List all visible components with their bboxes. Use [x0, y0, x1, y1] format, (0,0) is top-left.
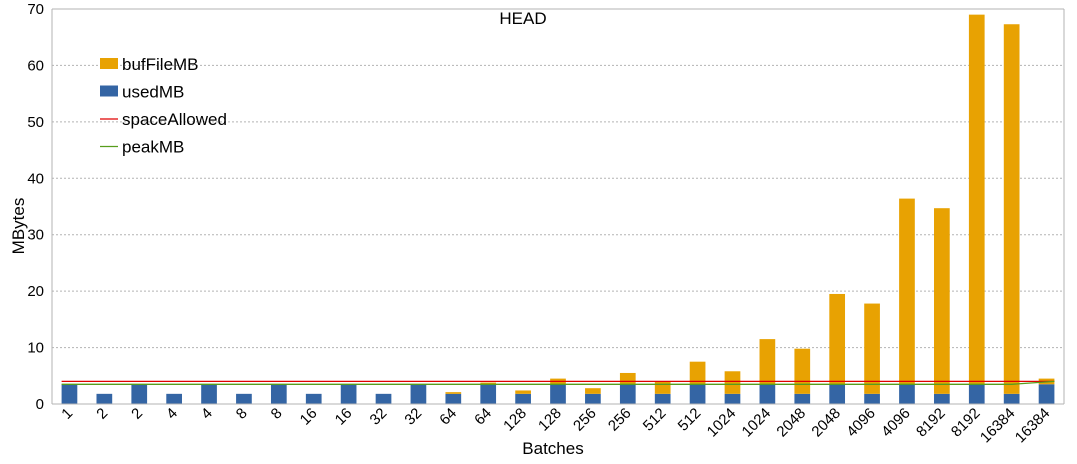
bar-usedMB: [1038, 384, 1055, 404]
x-tick-label: 32: [367, 405, 391, 429]
bar-usedMB: [619, 384, 636, 404]
bar-usedMB: [445, 393, 462, 404]
bar-usedMB: [166, 393, 182, 404]
x-tick-label: 4096: [843, 405, 879, 441]
x-tick-label: 128: [500, 405, 530, 435]
bar-bufFileMB: [1003, 24, 1020, 394]
bar-bufFileMB: [515, 390, 531, 394]
x-tick-label: 4: [198, 405, 216, 423]
bar-usedMB: [794, 393, 811, 404]
bar-usedMB: [131, 384, 148, 404]
x-tick-label: 512: [675, 405, 705, 435]
bar-usedMB: [410, 384, 427, 404]
x-tick-label: 8: [268, 405, 286, 423]
bar-bufFileMB: [585, 388, 601, 394]
y-axis-label: MBytes: [9, 198, 28, 255]
y-tick-labels: 0 10 20 30 40 50 60 70: [27, 1, 44, 413]
line-peakMB: [61, 380, 1055, 385]
legend-label-spaceAllowed: spaceAllowed: [122, 110, 227, 129]
bar-usedMB: [550, 384, 566, 404]
legend-label-peakMB: peakMB: [122, 138, 184, 157]
bar-bufFileMB: [968, 14, 985, 385]
bar-usedMB: [829, 384, 846, 404]
bar-usedMB: [480, 384, 497, 404]
x-tick-label: 2048: [773, 405, 809, 441]
legend-swatch-bufFileMB: [100, 58, 118, 69]
y-tick-label: 60: [27, 57, 44, 74]
bar-usedMB: [934, 393, 950, 404]
bar-usedMB: [305, 393, 322, 404]
x-tick-label: 2048: [808, 405, 844, 441]
x-tick-label: 64: [436, 405, 460, 429]
bar-usedMB: [270, 384, 287, 404]
x-tick-label: 2: [93, 405, 111, 423]
bar-bufFileMB: [724, 371, 741, 394]
bar-bufFileMB: [445, 392, 462, 394]
x-tick-label: 256: [605, 405, 635, 435]
x-tick-label: 64: [471, 405, 495, 429]
x-tick-label: 4096: [878, 405, 914, 441]
x-tick-label: 8: [233, 405, 251, 423]
bar-usedMB: [375, 393, 392, 404]
x-tick-label: 1024: [739, 405, 775, 441]
x-tick-label: 8192: [913, 405, 949, 441]
y-tick-label: 50: [27, 114, 44, 131]
legend-label-usedMB: usedMB: [122, 83, 184, 102]
axes: [51, 8, 1065, 405]
y-tick-label: 0: [36, 396, 44, 413]
bar-usedMB: [96, 393, 113, 404]
bar-bufFileMB: [899, 198, 915, 385]
bar-usedMB: [1003, 393, 1020, 404]
x-tick-label: 32: [401, 405, 425, 429]
y-tick-label: 30: [27, 227, 44, 244]
legend-label-bufFileMB: bufFileMB: [122, 55, 199, 74]
chart-title: HEAD: [499, 9, 546, 28]
series-lines: [61, 380, 1055, 385]
x-axis-label: Batches: [522, 439, 583, 458]
bar-bufFileMB: [934, 208, 950, 394]
bar-bufFileMB: [654, 381, 671, 394]
bar-bufFileMB: [864, 303, 880, 394]
bar-bufFileMB: [794, 348, 811, 394]
bar-bufFileMB: [759, 339, 776, 385]
bar-usedMB: [340, 384, 357, 404]
y-tick-label: 70: [27, 1, 44, 18]
bar-bufFileMB: [829, 293, 846, 385]
bar-bufFileMB: [480, 382, 497, 385]
bar-usedMB: [864, 393, 880, 404]
x-tick-label: 4: [163, 405, 181, 423]
x-tick-label: 1: [58, 405, 76, 423]
bar-usedMB: [724, 393, 741, 404]
x-tick-label: 16384: [1012, 405, 1054, 447]
x-tick-label: 16384: [977, 405, 1019, 447]
bar-usedMB: [236, 393, 252, 404]
bars: [61, 14, 1055, 404]
y-tick-label: 40: [27, 170, 44, 187]
legend: bufFileMB usedMB spaceAllowed peakMB: [100, 55, 227, 157]
x-tick-label: 128: [535, 405, 565, 435]
legend-swatch-usedMB: [100, 85, 118, 97]
x-tick-label: 2: [128, 405, 146, 423]
bar-usedMB: [585, 393, 601, 404]
x-tick-label: 1024: [704, 405, 740, 441]
bar-usedMB: [689, 384, 706, 404]
x-tick-label: 16: [332, 405, 356, 429]
bar-usedMB: [201, 384, 217, 404]
x-tick-label: 256: [570, 405, 600, 435]
bar-usedMB: [968, 384, 985, 404]
y-tick-label: 20: [27, 283, 44, 300]
y-tick-label: 10: [27, 340, 44, 357]
bar-usedMB: [515, 393, 531, 404]
bar-bufFileMB: [689, 361, 706, 385]
bar-usedMB: [654, 393, 671, 404]
x-tick-label: 16: [297, 405, 321, 429]
bar-usedMB: [759, 384, 776, 404]
x-tick-label: 512: [640, 405, 670, 435]
bar-usedMB: [899, 384, 915, 404]
bar-bufFileMB: [619, 372, 636, 385]
bar-usedMB: [61, 384, 78, 404]
